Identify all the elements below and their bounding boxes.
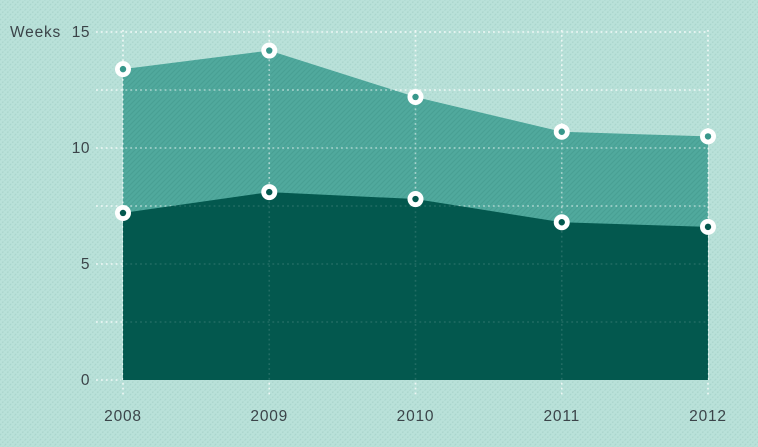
- marker-center: [704, 223, 712, 231]
- marker-group-upper-weeks: [115, 42, 716, 145]
- data-point-marker[interactable]: [115, 204, 131, 221]
- data-point-marker[interactable]: [700, 128, 716, 145]
- y-axis-tick-label: 15: [72, 24, 90, 41]
- x-axis-tick-label: 2009: [250, 408, 288, 425]
- x-axis-tick-label: 2008: [104, 408, 142, 425]
- marker-center: [412, 195, 419, 203]
- y-axis-title: Weeks: [10, 24, 61, 41]
- marker-center: [119, 209, 127, 217]
- x-axis-tick-label: 2011: [543, 408, 580, 425]
- marker-center: [704, 133, 712, 140]
- y-axis-tick-label: 10: [72, 140, 90, 157]
- area-lower-series: [123, 192, 708, 380]
- x-axis-tick-label: 2010: [397, 408, 435, 425]
- marker-group-lower-weeks: [115, 184, 716, 235]
- data-point-marker[interactable]: [115, 61, 131, 78]
- marker-center: [558, 128, 565, 135]
- y-axis-tick-label: 5: [81, 256, 90, 273]
- marker-center: [266, 188, 273, 196]
- data-point-marker[interactable]: [553, 123, 570, 140]
- data-point-marker[interactable]: [261, 42, 278, 59]
- data-point-marker[interactable]: [261, 184, 278, 201]
- data-point-marker[interactable]: [407, 191, 424, 208]
- marker-center: [412, 93, 419, 101]
- x-axis-tick-label: 2012: [689, 408, 727, 425]
- marker-center: [266, 47, 273, 54]
- marker-center: [119, 65, 127, 73]
- y-axis-tick-label: 0: [81, 372, 90, 389]
- data-point-marker[interactable]: [700, 218, 716, 235]
- marker-center: [558, 219, 565, 226]
- data-point-marker[interactable]: [407, 88, 424, 105]
- data-point-marker[interactable]: [553, 214, 570, 231]
- gridlines-over-dark: [96, 30, 709, 397]
